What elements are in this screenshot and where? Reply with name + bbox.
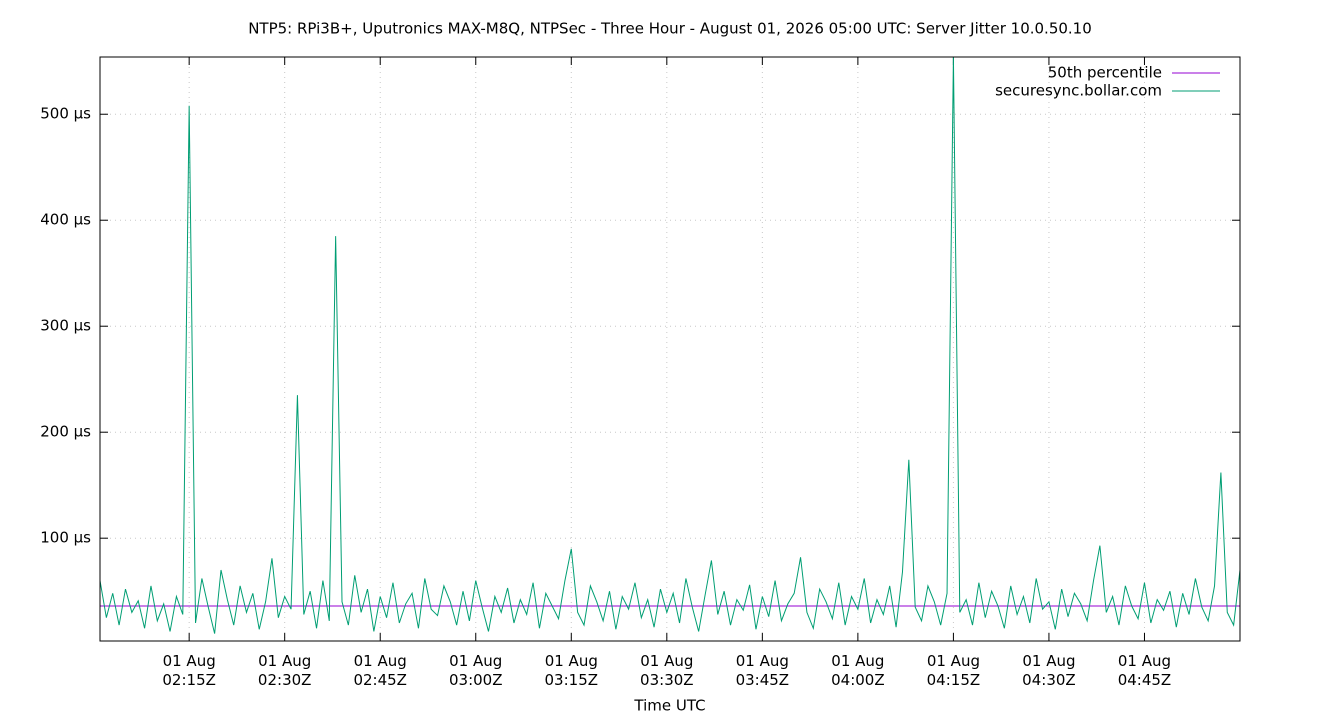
x-tick-label: 01 Aug 03:45Z — [736, 652, 790, 689]
x-tick-label: 01 Aug 04:45Z — [1118, 652, 1172, 689]
data-line — [99, 56, 1241, 634]
x-tick-label: 01 Aug 02:15Z — [162, 652, 216, 689]
x-tick-label: 01 Aug 02:30Z — [258, 652, 312, 689]
y-tick-label: 200 µs — [40, 423, 91, 441]
x-tick-label: 01 Aug 02:45Z — [353, 652, 407, 689]
x-axis-label: Time UTC — [633, 697, 705, 715]
y-tick-label: 100 µs — [40, 529, 91, 547]
x-tick-label: 01 Aug 03:15Z — [545, 652, 599, 689]
x-tick-label: 01 Aug 03:00Z — [449, 652, 503, 689]
y-tick-label: 300 µs — [40, 317, 91, 335]
plot-border — [99, 56, 1241, 642]
x-tick-label: 01 Aug 04:00Z — [831, 652, 885, 689]
legend-label: 50th percentile — [1048, 64, 1162, 82]
x-tick-label: 01 Aug 04:30Z — [1022, 652, 1076, 689]
y-tick-label: 400 µs — [40, 211, 91, 229]
legend-label: securesync.bollar.com — [995, 82, 1162, 100]
chart-title: NTP5: RPi3B+, Uputronics MAX-M8Q, NTPSec… — [248, 20, 1092, 38]
x-tick-label: 01 Aug 04:15Z — [927, 652, 981, 689]
x-tick-label: 01 Aug 03:30Z — [640, 652, 694, 689]
y-tick-label: 500 µs — [40, 105, 91, 123]
